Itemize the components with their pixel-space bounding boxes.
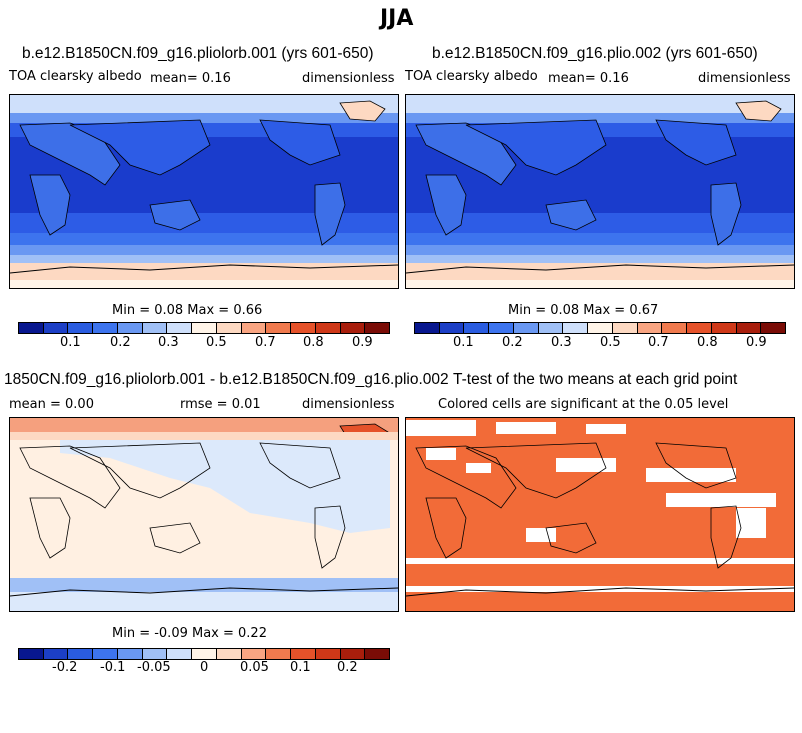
colorbar-swatch [340,649,366,659]
colorbar-swatch [266,649,292,659]
colorbar-swatch [192,649,217,659]
colorbar-swatch [464,323,490,333]
panel-4-map [405,417,795,612]
colorbar-swatch [291,323,316,333]
panel-3-mean-label: mean = 0.00 [9,397,94,412]
panel-1-minmax: Min = 0.08 Max = 0.66 [112,303,263,318]
panel-3-colorbar-tick: -0.1 [100,660,126,675]
panel-1-colorbar-tick: 0.9 [352,335,373,350]
panel-2-title: b.e12.B1850CN.f09_g16.plio.002 (yrs 601-… [432,45,758,62]
panel-1-map [9,94,399,289]
colorbar-swatch [687,323,712,333]
colorbar-swatch [315,323,341,333]
colorbar-swatch [167,649,193,659]
colorbar-swatch [142,323,168,333]
panel-1-colorbar [18,322,390,334]
panel-2-variable-label: TOA clearsky albedo [405,69,538,84]
colorbar-swatch [216,649,242,659]
panel-3-colorbar-tick: 0.05 [240,660,269,675]
colorbar-swatch [365,323,390,333]
panel-1-colorbar-tick: 0.5 [206,335,227,350]
panel-4-title: T-test of the two means at each grid poi… [453,371,738,388]
colorbar-swatch [117,323,143,333]
panel-2-map [405,94,795,289]
panel-1-colorbar-tick: 0.1 [60,335,81,350]
panel-4-subtitle: Colored cells are significant at the 0.0… [438,397,729,412]
panel-1-colorbar-tick: 0.3 [158,335,179,350]
panel-1-units-label: dimensionless [302,71,395,86]
panel-2-colorbar-tick: 0.7 [648,335,669,350]
colorbar-swatch [93,649,118,659]
panel-3-colorbar-tick: -0.05 [137,660,171,675]
panel-2-colorbar-tick: 0.8 [697,335,718,350]
colorbar-swatch [241,323,267,333]
panel-3-colorbar-tick: 0.2 [337,660,358,675]
colorbar-swatch [711,323,737,333]
panel-3-title: 1850CN.f09_g16.pliolorb.001 - b.e12.B185… [4,371,449,388]
panel-2-colorbar-tick: 0.2 [502,335,523,350]
colorbar-swatch [241,649,267,659]
panel-2-minmax: Min = 0.08 Max = 0.67 [508,303,659,318]
panel-3-units-label: dimensionless [302,397,395,412]
panel-2-colorbar-tick: 0.9 [746,335,767,350]
colorbar-swatch [637,323,663,333]
panel-3-minmax: Min = -0.09 Max = 0.22 [112,626,267,641]
panel-3-map [9,417,399,612]
colorbar-swatch [415,323,440,333]
colorbar-swatch [736,323,762,333]
colorbar-swatch [68,649,94,659]
colorbar-swatch [142,649,168,659]
colorbar-swatch [43,649,69,659]
figure-title: JJA [380,6,414,31]
colorbar-swatch [291,649,316,659]
colorbar-swatch [489,323,514,333]
colorbar-swatch [192,323,217,333]
colorbar-swatch [19,323,44,333]
colorbar-swatch [439,323,465,333]
panel-1-colorbar-tick: 0.2 [110,335,131,350]
colorbar-swatch [662,323,688,333]
panel-2-colorbar-tick: 0.3 [551,335,572,350]
colorbar-swatch [117,649,143,659]
colorbar-swatch [167,323,193,333]
panel-3-colorbar [18,648,390,660]
colorbar-swatch [365,649,390,659]
colorbar-swatch [340,323,366,333]
panel-1-variable-label: TOA clearsky albedo [9,69,142,84]
panel-2-colorbar [414,322,786,334]
colorbar-swatch [563,323,589,333]
colorbar-swatch [588,323,613,333]
colorbar-swatch [315,649,341,659]
panel-1-colorbar-tick: 0.8 [303,335,324,350]
colorbar-swatch [266,323,292,333]
panel-3-rmse-label: rmse = 0.01 [180,397,261,412]
panel-1-title: b.e12.B1850CN.f09_g16.pliolorb.001 (yrs … [22,45,374,62]
colorbar-swatch [612,323,638,333]
colorbar-swatch [761,323,786,333]
colorbar-swatch [93,323,118,333]
panel-1-mean-label: mean= 0.16 [150,71,231,86]
panel-2-colorbar-tick: 0.1 [453,335,474,350]
panel-1-colorbar-tick: 0.7 [255,335,276,350]
panel-3-colorbar-tick: 0.1 [290,660,311,675]
panel-2-colorbar-tick: 0.5 [600,335,621,350]
colorbar-swatch [513,323,539,333]
colorbar-swatch [68,323,94,333]
colorbar-swatch [216,323,242,333]
panel-2-units-label: dimensionless [698,71,791,86]
colorbar-swatch [43,323,69,333]
panel-2-mean-label: mean= 0.16 [548,71,629,86]
colorbar-swatch [538,323,564,333]
colorbar-swatch [19,649,44,659]
panel-3-colorbar-tick: 0 [200,660,209,675]
panel-3-colorbar-tick: -0.2 [52,660,78,675]
